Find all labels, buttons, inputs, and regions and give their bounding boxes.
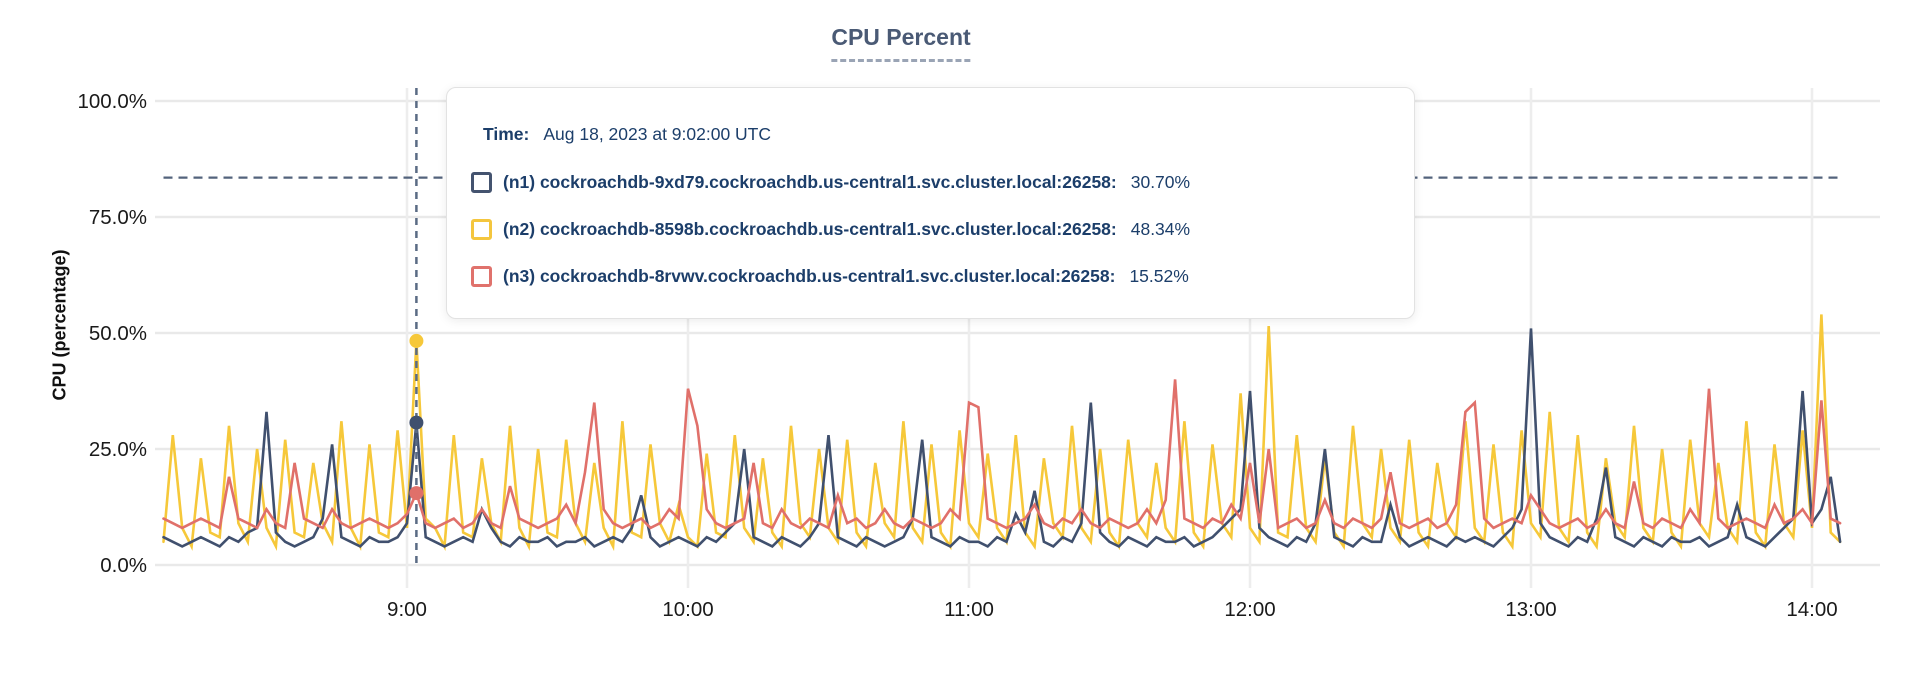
series-line-n1[interactable] <box>162 328 1842 548</box>
x-tick-label: 14:00 <box>1786 598 1837 621</box>
series-n2-legend-swatch-icon <box>471 219 492 240</box>
y-tick-label: 100.0% <box>77 90 147 113</box>
chart-tooltip: Time: Aug 18, 2023 at 9:02:00 UTC (n1) c… <box>446 87 1415 319</box>
tooltip-row-n2: (n2) cockroachdb-8598b.cockroachdb.us-ce… <box>471 219 1190 240</box>
y-tick-label: 75.0% <box>89 206 147 229</box>
tooltip-n3-label: (n3) cockroachdb-8rvwv.cockroachdb.us-ce… <box>503 266 1116 286</box>
x-tick-label: 9:00 <box>387 598 427 621</box>
tooltip-time-value: Aug 18, 2023 at 9:02:00 UTC <box>543 124 772 144</box>
chart-title-wrap: CPU Percent <box>831 24 971 62</box>
y-tick-label: 50.0% <box>89 322 147 345</box>
y-tick-label: 0.0% <box>100 554 147 577</box>
y-tick-label: 25.0% <box>89 438 147 461</box>
x-tick-label: 11:00 <box>944 598 994 621</box>
x-tick-label: 10:00 <box>662 598 713 621</box>
chart-title[interactable]: CPU Percent <box>831 24 971 62</box>
tooltip-n3-value: 15.52% <box>1129 266 1189 286</box>
tooltip-n2-value: 48.34% <box>1130 219 1191 239</box>
x-tick-label: 12:00 <box>1224 598 1275 621</box>
hover-dot-n2 <box>409 333 424 348</box>
tooltip-time-label: Time: <box>483 124 530 144</box>
series-n3-legend-swatch-icon <box>471 266 492 287</box>
series-line-n2[interactable] <box>162 314 1842 552</box>
tooltip-n1-value: 30.70% <box>1130 172 1191 192</box>
x-tick-label: 13:00 <box>1505 598 1556 621</box>
hover-dot-n1 <box>409 415 424 430</box>
tooltip-n1-label: (n1) cockroachdb-9xd79.cockroachdb.us-ce… <box>503 172 1117 192</box>
hover-dot-n3 <box>409 486 424 501</box>
tooltip-row-n3: (n3) cockroachdb-8rvwv.cockroachdb.us-ce… <box>471 266 1189 287</box>
series-n1-legend-swatch-icon <box>471 172 492 193</box>
tooltip-time-row: Time: Aug 18, 2023 at 9:02:00 UTC <box>483 124 771 145</box>
series-line-n3[interactable] <box>162 379 1842 530</box>
tooltip-n2-label: (n2) cockroachdb-8598b.cockroachdb.us-ce… <box>503 219 1117 239</box>
tooltip-row-n1: (n1) cockroachdb-9xd79.cockroachdb.us-ce… <box>471 172 1190 193</box>
